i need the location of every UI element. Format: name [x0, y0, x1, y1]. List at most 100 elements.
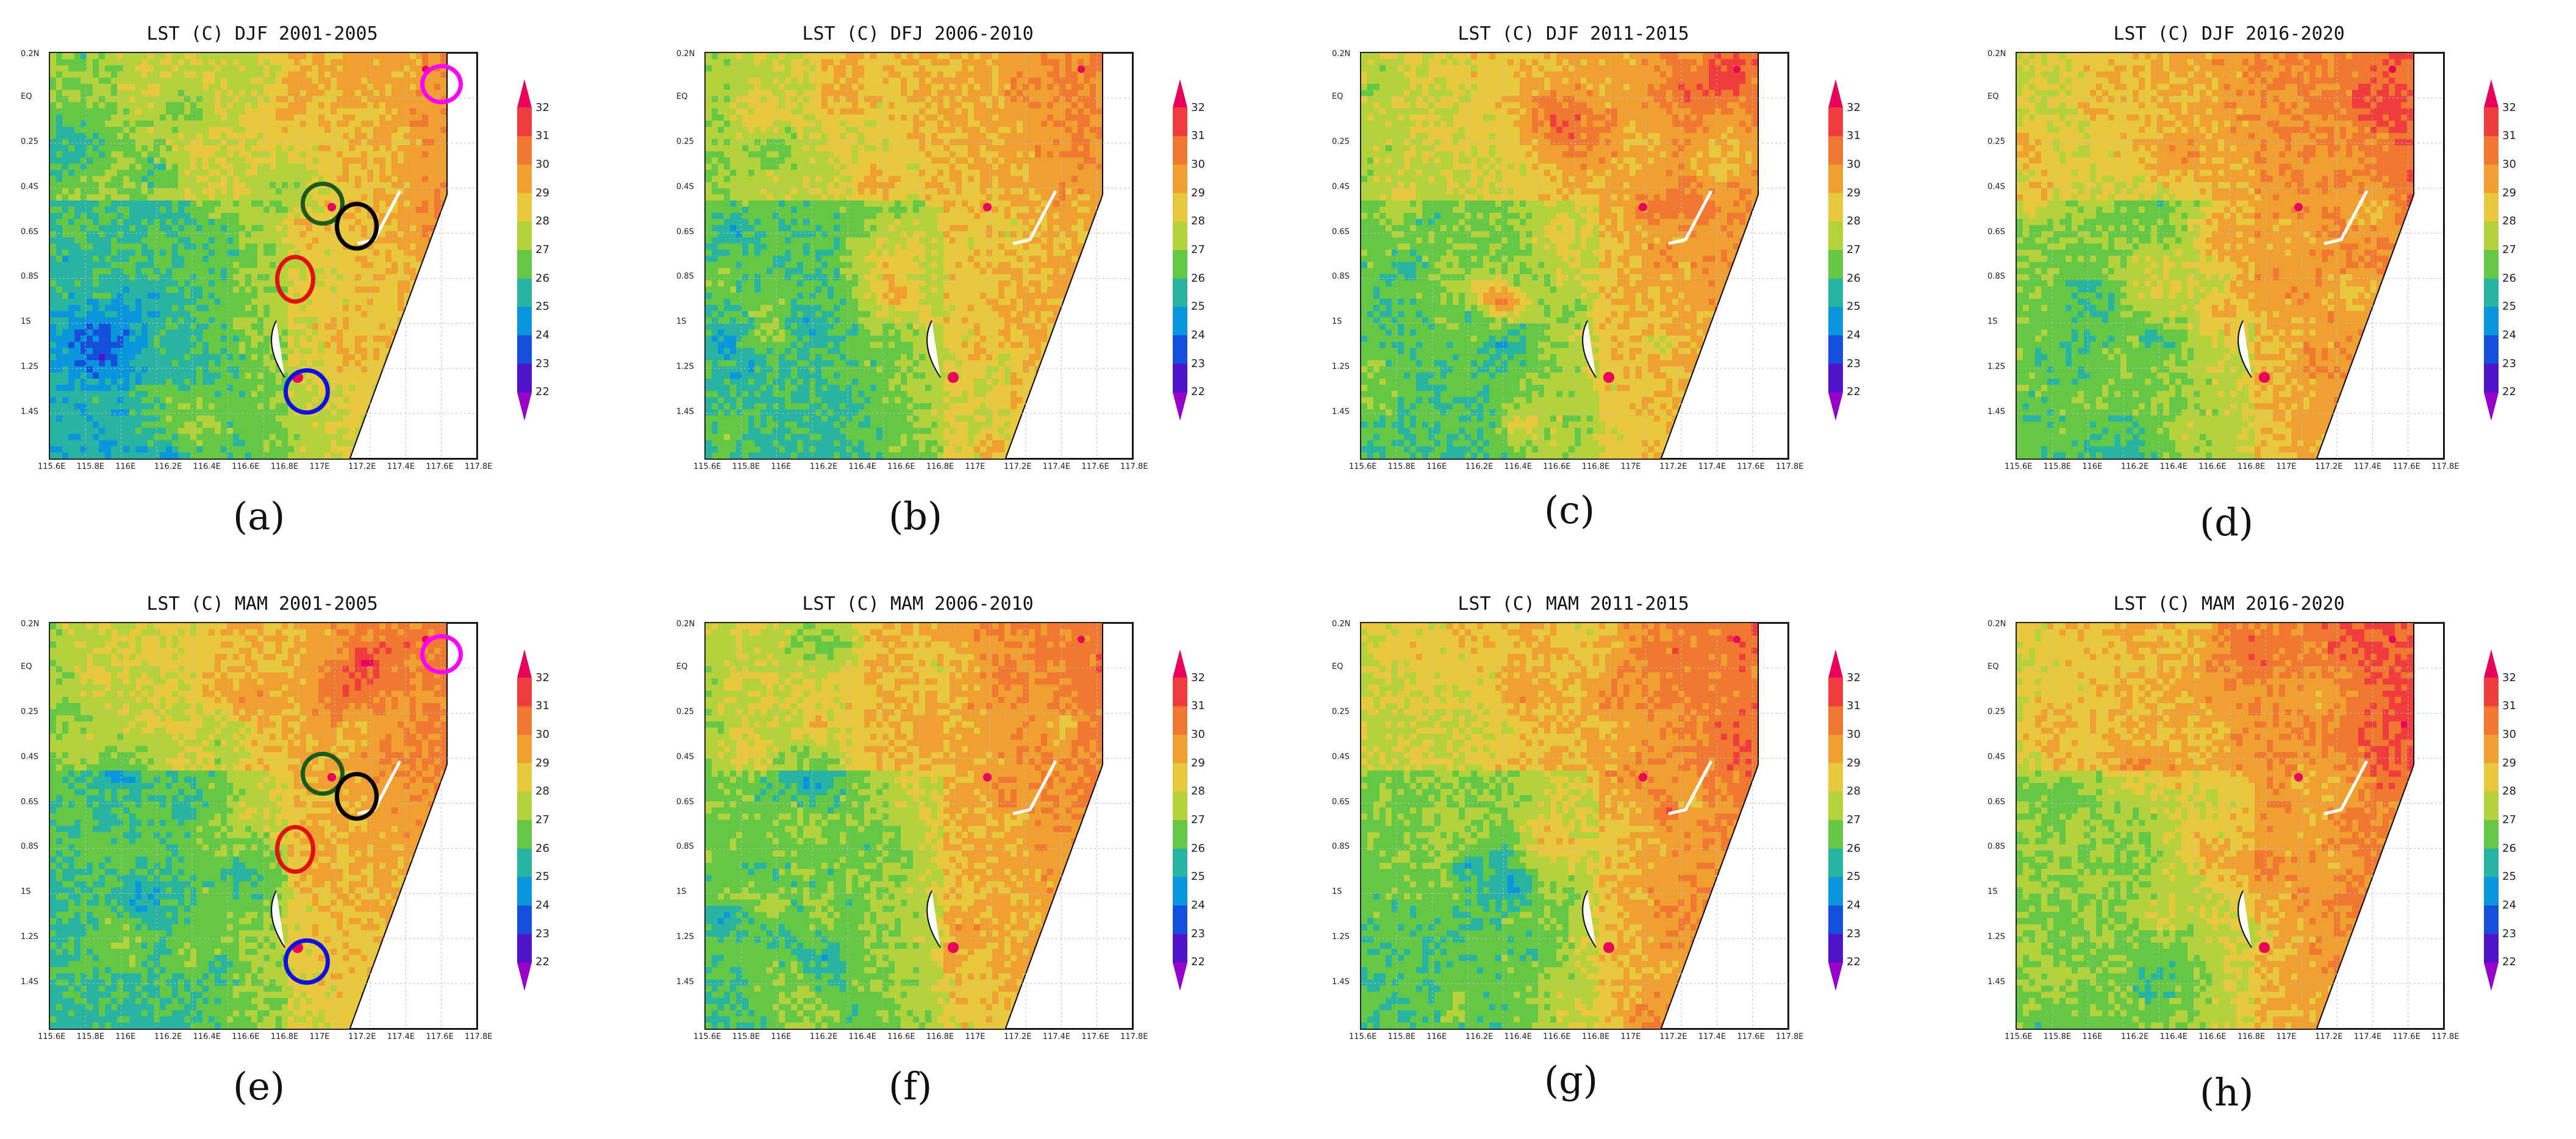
- colorbar-label: 32: [1191, 101, 1205, 114]
- colorbar-label: 25: [1191, 300, 1205, 313]
- x-tick-label: 117.2E: [1659, 462, 1687, 471]
- colorbar-label: 23: [535, 927, 549, 940]
- colorbar-label: 28: [2502, 785, 2516, 798]
- map-frame: [704, 622, 1134, 1030]
- x-tick-label: 115.8E: [2044, 462, 2071, 471]
- x-tick-label: 115.6E: [2005, 1032, 2032, 1041]
- colorbar: 32 31 30 29 28 27 26 25 24 23 22: [517, 79, 568, 421]
- colorbar-label: 28: [535, 215, 549, 227]
- panel-letter: (h): [2200, 1070, 2253, 1115]
- panel-letter: (d): [2200, 500, 2253, 545]
- hotspot-south: [1603, 372, 1614, 383]
- x-tick-label: 116.8E: [271, 1032, 298, 1041]
- y-tick-label: EQ: [21, 662, 32, 671]
- y-tick-label: 0.8S: [21, 842, 38, 851]
- x-tick-label: 116.4E: [193, 1032, 221, 1041]
- y-tick-label: 0.4S: [1332, 752, 1350, 762]
- colorbar-label: 26: [1191, 272, 1205, 285]
- x-tick-label: 117.4E: [1043, 462, 1070, 471]
- x-tick-label: 117.2E: [348, 462, 376, 471]
- colorbar-label: 27: [1847, 243, 1861, 256]
- colorbar-label: 23: [2502, 357, 2516, 370]
- colorbar-label: 31: [1847, 129, 1861, 142]
- x-tick-label: 117.8E: [1120, 462, 1148, 471]
- y-tick-label: 0.2N: [676, 49, 695, 59]
- colorbar-label: 31: [1191, 129, 1205, 142]
- hotspot-city: [2294, 202, 2303, 212]
- colorbar: 32 31 30 29 28 27 26 25 24 23 22: [2484, 79, 2535, 421]
- y-tick-label: 0.25: [1332, 137, 1350, 146]
- x-tick-label: 116.8E: [926, 1032, 954, 1041]
- colorbar-label: 32: [1847, 671, 1861, 684]
- colorbar-label: 31: [535, 129, 549, 142]
- panel-letter: (b): [889, 494, 942, 538]
- map-panel-4: LST (C) DJF 2016-2020 0.2N EQ 0.25 0.4S 0.6S 0…: [1967, 0, 2576, 567]
- x-tick-label: 117.4E: [1698, 462, 1726, 471]
- marker-circle-dark-green: [301, 751, 345, 796]
- y-tick-label: 0.2N: [21, 49, 39, 59]
- hotspot-city: [983, 773, 992, 782]
- colorbar-label: 26: [2502, 842, 2516, 855]
- hotspot-city: [1639, 773, 1647, 782]
- colorbar-label: 31: [1191, 699, 1205, 712]
- colorbar-label: 22: [1191, 955, 1205, 968]
- x-tick-label: 116.2E: [154, 1032, 182, 1041]
- colorbar-label: 31: [2502, 699, 2516, 712]
- panel-title: LST (C) DJF 2011-2015: [1360, 23, 1787, 45]
- x-tick-label: 115.6E: [1349, 1032, 1376, 1041]
- y-tick-label: 0.2N: [1332, 49, 1350, 59]
- x-tick-label: 116.8E: [926, 462, 954, 471]
- colorbar-label: 26: [1847, 842, 1861, 855]
- colorbar-label: 31: [2502, 129, 2516, 142]
- x-tick-label: 115.6E: [38, 462, 65, 471]
- colorbar-label: 24: [1191, 899, 1205, 912]
- colorbar: 32 31 30 29 28 27 26 25 24 23 22: [1828, 79, 1880, 421]
- x-tick-label: 117.6E: [1737, 1032, 1764, 1041]
- colorbar-label: 28: [1847, 785, 1861, 798]
- colorbar-label: 29: [535, 757, 549, 769]
- colorbar-label: 30: [535, 728, 549, 741]
- sea: [2316, 53, 2444, 459]
- x-tick-label: 117E: [1620, 462, 1640, 471]
- y-tick-label: 0.8S: [1987, 272, 2005, 281]
- y-tick-label: EQ: [1987, 662, 1998, 671]
- colorbar-label: 27: [1847, 813, 1861, 826]
- x-tick-label: 117E: [965, 1032, 985, 1041]
- x-tick-label: 115.6E: [693, 1032, 721, 1041]
- x-tick-label: 116.6E: [2199, 1032, 2226, 1041]
- marker-circle-red: [275, 254, 315, 304]
- colorbar-label: 27: [2502, 813, 2516, 826]
- colorbar-label: 26: [2502, 272, 2516, 285]
- x-tick-label: 116.6E: [887, 462, 915, 471]
- y-tick-label: 0.2N: [1987, 49, 2006, 59]
- colorbar-label: 28: [535, 785, 549, 798]
- x-tick-label: 116E: [771, 462, 791, 471]
- colorbar-label: 23: [535, 357, 549, 370]
- colorbar-label: 32: [2502, 671, 2516, 684]
- panel-letter: (c): [1544, 488, 1595, 532]
- colorbar-label: 24: [535, 329, 549, 341]
- x-tick-label: 115.6E: [38, 1032, 65, 1041]
- hotspot-north: [1733, 65, 1741, 73]
- colorbar-label: 30: [1191, 728, 1205, 741]
- colorbar-label: 25: [2502, 300, 2516, 313]
- x-tick-label: 116.6E: [1543, 1032, 1570, 1041]
- panel-title: LST (C) MAM 2011-2015: [1360, 593, 1787, 615]
- x-tick-label: 116.8E: [1582, 462, 1609, 471]
- x-tick-label: 117.2E: [2315, 1032, 2342, 1041]
- colorbar-label: 22: [1847, 385, 1861, 398]
- x-tick-label: 116.2E: [154, 462, 182, 471]
- y-tick-label: 1.2S: [1987, 932, 2005, 941]
- colorbar-label: 29: [1847, 757, 1861, 769]
- colorbar-label: 24: [1847, 329, 1861, 341]
- x-tick-label: 117.4E: [387, 1032, 415, 1041]
- x-tick-label: 116.2E: [810, 462, 837, 471]
- y-tick-label: 1.4S: [21, 977, 38, 987]
- x-tick-label: 116.6E: [2199, 462, 2226, 471]
- x-tick-label: 116E: [115, 1032, 135, 1041]
- marker-circle-magenta: [420, 634, 463, 674]
- x-tick-label: 116.4E: [2160, 1032, 2188, 1041]
- hotspot-north: [2389, 635, 2396, 643]
- sea: [349, 53, 477, 459]
- colorbar-label: 27: [535, 813, 549, 826]
